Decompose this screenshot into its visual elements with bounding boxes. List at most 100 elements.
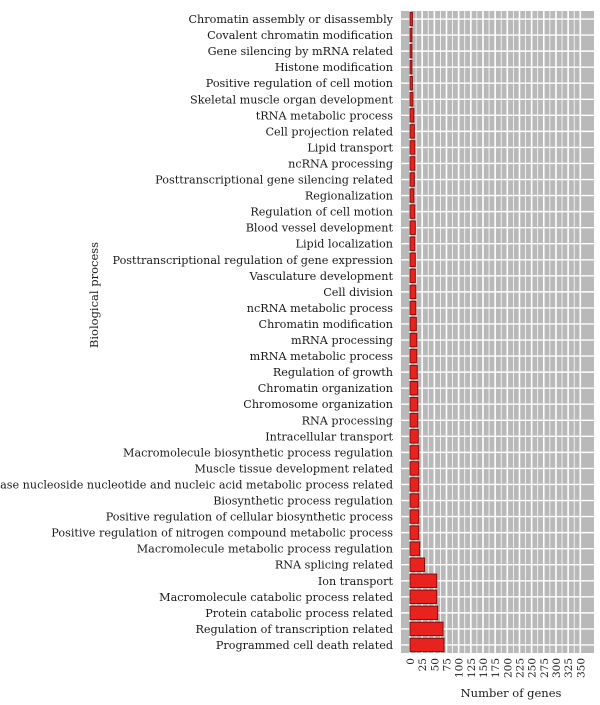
category-label: Chromatin assembly or disassembly [188,13,393,26]
category-label: Lipid localization [296,238,393,251]
category-label: Intracellular transport [265,430,393,443]
gridlines [401,11,594,653]
category-label: Lipid transport [307,141,393,154]
category-label: mRNA processing [291,334,393,347]
x-tick-label: 250 [527,658,539,678]
bar [409,76,413,91]
category-label: Posttranscriptional regulation of gene e… [113,254,394,267]
category-label: RNA processing [302,414,393,427]
y-axis-title: Biological process [87,242,101,348]
category-label: Chromatin organization [258,382,393,395]
category-label: Macromolecule catabolic process related [159,591,393,604]
x-tick-label: 200 [502,658,514,678]
x-tick-label: 175 [490,658,502,678]
bar [409,140,416,155]
category-label: Posttranscriptional gene silencing relat… [155,174,393,187]
bar [409,204,416,219]
bar [409,220,416,235]
bar [409,397,419,412]
bar [409,589,438,605]
bar [409,300,417,316]
x-tick-label: 350 [575,658,587,678]
x-tick-label: 0 [405,658,417,665]
bar [409,477,420,492]
category-label: Protein catabolic process related [205,607,393,620]
category-label: Cell projection related [265,125,393,138]
x-tick-label: 325 [563,658,575,678]
bar [409,284,417,300]
bar [409,43,413,59]
category-label: RNA splicing related [275,559,393,572]
bar [409,236,416,251]
bar [409,92,414,107]
bar [409,188,415,203]
bar [409,364,418,380]
category-label: Chromosome organization [243,398,393,411]
category-label: Positive regulation of nitrogen compound… [51,527,393,540]
category-label: Vasculature development [248,270,393,283]
category-label: Macromolecule biosynthetic process regul… [123,446,393,459]
category-label: Gene silencing by mRNA related [208,45,393,58]
bar [409,11,413,27]
category-label: Biosynthetic process regulation [213,495,393,508]
bars-group [409,11,445,653]
plot-panel [401,11,594,653]
bar [409,27,413,43]
x-tick-label: 225 [514,658,526,678]
category-label: Blood vessel development [246,222,394,235]
bar [409,605,439,621]
category-label: Regulation of cell motion [250,206,393,219]
bar [409,59,413,75]
bar [409,108,415,123]
category-label: mRNA metabolic process [250,350,394,363]
category-label: Positive regulation of cell motion [206,77,393,90]
bar [409,429,419,444]
category-label: Cell division [323,286,393,299]
bar [409,573,438,588]
category-label: Regulation of growth [273,366,393,379]
bar [409,156,416,171]
x-tick-label: 75 [441,658,453,671]
category-label: Covalent chromatin modification [207,29,393,42]
category-label: Positive regulation of cellular biosynth… [106,511,394,524]
bar [409,637,445,653]
category-label: Programmed cell death related [216,639,393,652]
bar [409,445,420,460]
bar [409,316,417,332]
category-label: Regionalization [305,190,393,203]
bar [409,525,420,540]
bar [409,332,418,348]
bar [409,172,415,187]
x-tick-label: 25 [417,658,429,671]
category-label: Skeletal muscle organ development [190,93,393,106]
category-label: Muscle tissue development related [194,462,393,475]
bar [409,348,418,364]
x-tick-labels: 0 25 50 75 100 125 150 175 200 225 250 275 300 325 350 [405,658,587,678]
x-tick-label: 300 [551,658,563,678]
category-label: Regulation of transcription related [195,623,393,636]
x-axis-title: Number of genes [461,686,562,700]
x-tick-label: 100 [454,658,466,678]
bar [409,493,420,508]
bar [409,380,419,396]
bar [409,413,419,428]
category-label: ncRNA metabolic process [247,302,393,315]
bar [409,557,426,572]
category-label: Chromatin modification [259,318,393,331]
category-label: Ion transport [318,575,394,588]
bar [409,461,420,476]
category-label: ncRNA processing [288,157,393,170]
x-tick-label: 275 [539,658,551,678]
category-label: Nucleobase nucleoside nucleotide and nuc… [0,478,393,491]
x-tick-label: 50 [429,658,441,671]
bar [409,621,444,637]
category-labels: Chromatin assembly or disassembly Covalen… [0,13,394,652]
category-label: Histone modification [275,61,393,74]
bar [409,268,416,284]
bar [409,509,420,524]
x-tick-label: 150 [478,658,490,678]
x-tick-label: 125 [466,658,478,678]
category-label: Macromolecule metabolic process regulati… [137,543,393,556]
bar [409,124,415,139]
